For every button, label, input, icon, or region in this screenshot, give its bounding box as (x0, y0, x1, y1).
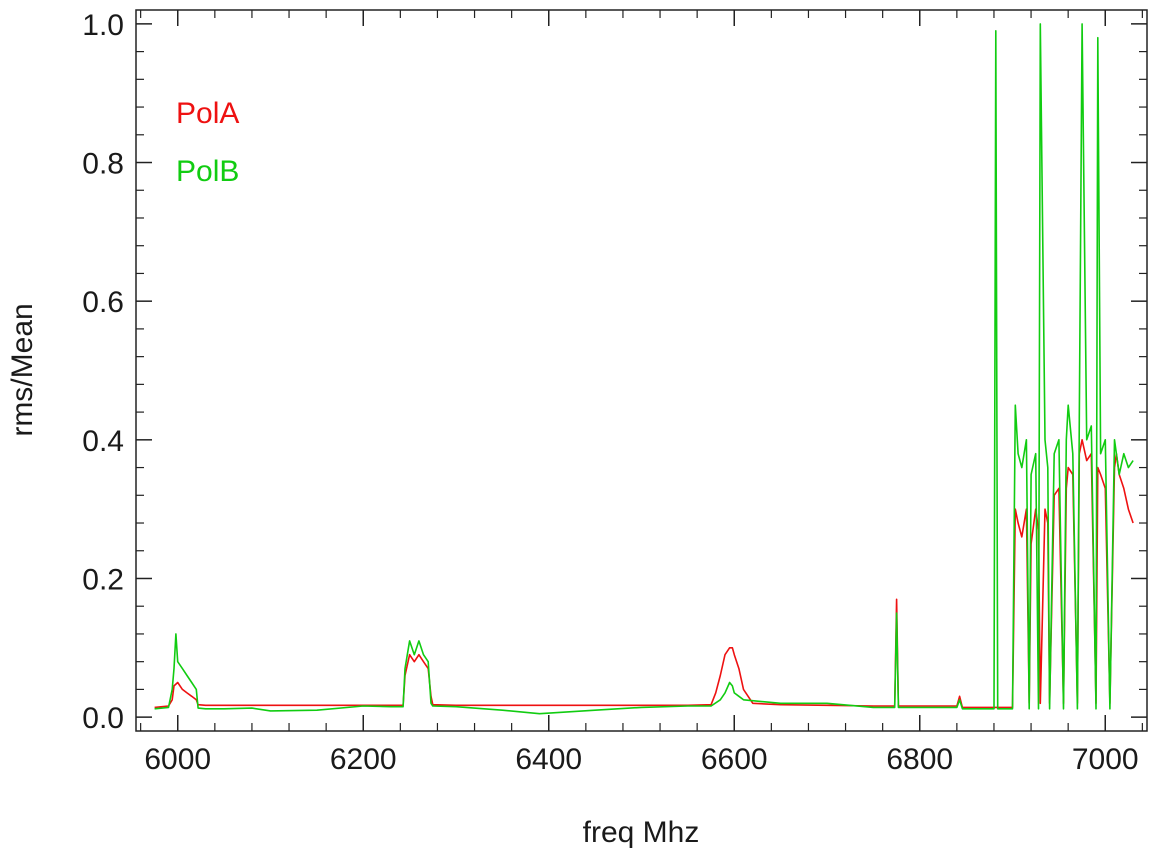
x-tick-label: 6200 (330, 743, 397, 776)
legend-entry-pola: PolA (176, 97, 239, 130)
x-tick-label: 6600 (701, 743, 768, 776)
x-axis: 6000 6200 6400 6600 6800 7000 (140, 10, 1143, 776)
plot-frame (135, 9, 1148, 732)
x-axis-title: freq Mhz (583, 816, 700, 849)
y-tick-label: 0.4 (82, 425, 124, 458)
y-tick-label: 0.6 (82, 286, 124, 319)
series-layer (154, 23, 1134, 715)
x-tick-label: 6000 (144, 743, 211, 776)
x-tick-label: 7000 (1072, 743, 1139, 776)
series-line-polb (154, 23, 1134, 715)
y-tick-label: 0.8 (82, 148, 124, 181)
y-tick-label: 1.0 (82, 9, 124, 42)
x-tick-label: 6800 (886, 743, 953, 776)
legend-entry-polb: PolB (176, 155, 239, 188)
y-tick-label: 0.2 (82, 563, 124, 596)
x-tick-label: 6400 (515, 743, 582, 776)
y-axis-title: rms/Mean (6, 303, 39, 436)
y-tick-label: 0.0 (82, 702, 124, 735)
series-line-pola (154, 439, 1134, 709)
y-axis: 0.0 0.2 0.4 0.6 0.8 1.0 (82, 9, 1147, 735)
